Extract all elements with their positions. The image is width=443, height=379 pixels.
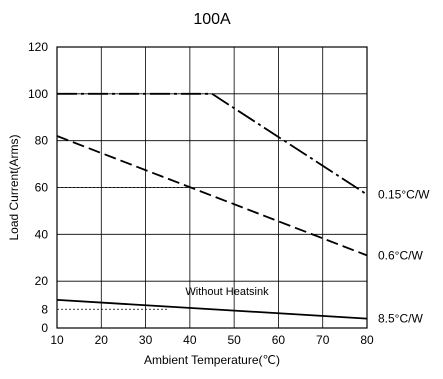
annotations: Without Heatsink <box>185 286 269 298</box>
y-tick-label: 60 <box>35 181 49 195</box>
x-tick-label: 70 <box>316 333 330 347</box>
y-tick-label: 80 <box>35 134 49 148</box>
annotation-label: Without Heatsink <box>185 286 269 298</box>
y-tick-label: 8 <box>41 302 48 316</box>
y-tick-label: 100 <box>28 87 48 101</box>
y-tick-label: 40 <box>35 227 49 241</box>
x-tick-label: 20 <box>95 333 109 347</box>
y-tick-label: 120 <box>28 40 48 54</box>
plot-frame <box>56 46 368 329</box>
series-label: 0.6°C/W <box>378 248 423 262</box>
series-label: 0.15°C/W <box>378 188 430 202</box>
y-tick-label: 20 <box>35 274 49 288</box>
tick-labels: 10 20 30 40 50 60 70 80 0 8 20 40 60 80 100 120 <box>28 40 374 347</box>
x-tick-label: 50 <box>227 333 241 347</box>
y-tick-label: 0 <box>41 321 48 335</box>
x-axis-label: Ambient Temperature(℃) <box>144 353 280 367</box>
x-tick-label: 80 <box>360 333 374 347</box>
y-axis-label: Load Current(Arms) <box>7 134 21 240</box>
reference-lines <box>57 187 190 310</box>
series-line <box>56 135 368 257</box>
series-line <box>57 92 368 196</box>
x-tick-label: 40 <box>183 333 197 347</box>
series-group <box>56 92 368 320</box>
x-tick-label: 10 <box>50 333 64 347</box>
x-tick-label: 30 <box>139 333 153 347</box>
x-tick-label: 60 <box>272 333 286 347</box>
series-line <box>56 299 368 320</box>
chart-title: 100A <box>193 11 231 28</box>
series-label: 8.5°C/W <box>378 312 423 326</box>
series-labels: 0.15°C/W 0.6°C/W 8.5°C/W <box>378 188 430 326</box>
